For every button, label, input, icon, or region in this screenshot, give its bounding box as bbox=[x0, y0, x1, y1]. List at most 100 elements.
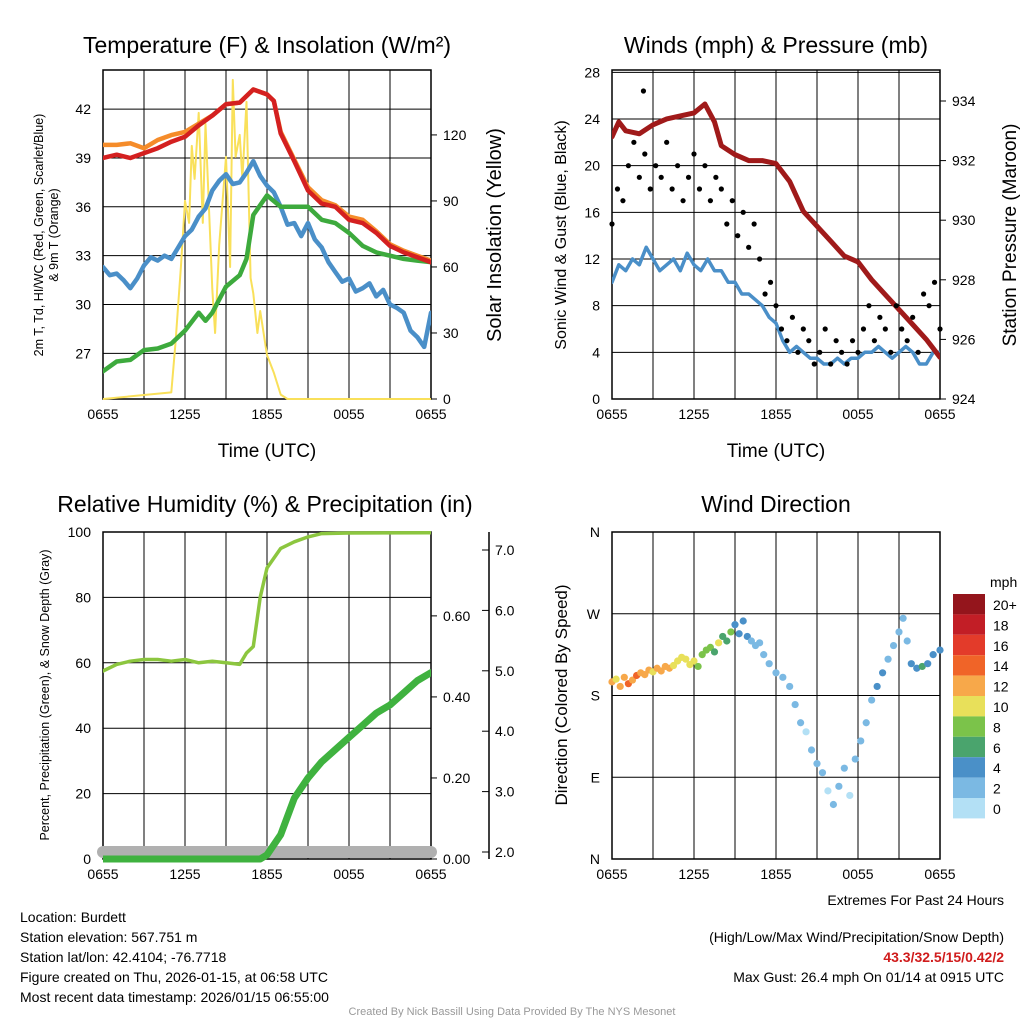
x-tick-label: 0655 bbox=[415, 866, 446, 882]
legend-label: 18 bbox=[993, 617, 1009, 633]
created-text: Figure created on Thu, 2026-01-15, at 06… bbox=[20, 969, 328, 985]
wind-direction-point bbox=[851, 755, 859, 763]
gust-point bbox=[751, 221, 757, 227]
wind-direction-point bbox=[616, 682, 624, 691]
x-tick-label: 0055 bbox=[842, 406, 873, 422]
x-tick-label: 1255 bbox=[169, 866, 200, 882]
gust-point bbox=[931, 279, 938, 285]
legend-swatch bbox=[953, 798, 985, 819]
y-right2-tick-label: 3.0 bbox=[495, 784, 515, 800]
legend-label: 8 bbox=[993, 719, 1001, 735]
legend-swatch bbox=[953, 594, 985, 615]
extremes-values: 43.3/32.5/15/0.42/2 bbox=[883, 949, 1004, 965]
solar-insolation-line bbox=[103, 78, 431, 400]
gust-point bbox=[724, 221, 730, 227]
latlon-text: Station lat/lon: 42.4104; -76.7718 bbox=[20, 949, 227, 965]
legend-swatch bbox=[953, 736, 985, 758]
plot-frame bbox=[102, 531, 432, 860]
chart-title: Wind Direction bbox=[701, 491, 851, 517]
x-tick-label: 1855 bbox=[251, 866, 282, 882]
wind-direction-point bbox=[846, 791, 854, 800]
gust-point bbox=[817, 349, 823, 355]
wind-direction-point bbox=[731, 621, 739, 629]
legend-label: 12 bbox=[993, 679, 1009, 695]
y-right-tick-label: 930 bbox=[952, 212, 976, 228]
legend-title: mph bbox=[990, 574, 1017, 590]
y-right2-tick-label: 2.0 bbox=[495, 844, 515, 860]
relative-humidity-line bbox=[103, 530, 431, 673]
wind-direction-point bbox=[884, 655, 892, 663]
gust-point bbox=[642, 151, 648, 157]
y-tick-label: 42 bbox=[75, 101, 91, 117]
gust-point bbox=[675, 163, 681, 169]
gust-point bbox=[833, 338, 839, 344]
wind-direction-point bbox=[873, 682, 881, 691]
gust-point bbox=[653, 163, 659, 169]
gust-point bbox=[620, 198, 626, 204]
gust-point bbox=[844, 361, 850, 367]
wind-direction-point bbox=[913, 664, 921, 672]
gust-point bbox=[664, 139, 670, 145]
wind-direction-point bbox=[879, 669, 887, 677]
wind-direction-point bbox=[723, 637, 731, 645]
recent-data-text: Most recent data timestamp: 2026/01/15 0… bbox=[20, 989, 329, 1005]
y-axis-label: Direction (Colored By Speed) bbox=[552, 584, 571, 805]
y-tick-label: 36 bbox=[75, 199, 91, 215]
credit-footer: Created By Nick Bassill Using Data Provi… bbox=[348, 1006, 676, 1018]
y-axis-label: Percent, Precipitation (Green), & Snow D… bbox=[38, 549, 52, 840]
gust-point bbox=[921, 291, 927, 297]
wind-direction-point bbox=[929, 651, 937, 659]
gust-point bbox=[707, 198, 714, 204]
y-right-tick-label: 0.20 bbox=[443, 770, 470, 786]
gust-point bbox=[839, 349, 845, 355]
y-tick-label: 4 bbox=[592, 344, 600, 360]
y-tick-label: 12 bbox=[584, 251, 600, 267]
y-tick-label: 8 bbox=[592, 298, 600, 314]
x-tick-label: 1855 bbox=[760, 406, 791, 422]
x-axis-label: Time (UTC) bbox=[727, 441, 826, 462]
gust-point bbox=[904, 338, 910, 344]
gust-point bbox=[740, 209, 746, 215]
legend-swatch bbox=[953, 675, 985, 696]
legend-label: 14 bbox=[993, 658, 1009, 674]
sonic-wind-line bbox=[612, 245, 940, 366]
max-gust-text: Max Gust: 26.4 mph On 01/14 at 0915 UTC bbox=[733, 969, 1004, 985]
gust-point bbox=[762, 291, 768, 297]
chart-title: Relative Humidity (%) & Precipitation (i… bbox=[57, 491, 472, 517]
wind-direction-point bbox=[818, 769, 827, 777]
gust-point bbox=[877, 314, 883, 320]
wind-direction-point bbox=[779, 673, 787, 681]
gust-point bbox=[735, 233, 741, 239]
wind-direction-point bbox=[829, 800, 838, 809]
wind-direction-point bbox=[727, 628, 735, 636]
wind-direction-point bbox=[756, 639, 764, 647]
dewpoint-line bbox=[103, 193, 431, 374]
gust-point bbox=[691, 151, 697, 157]
x-tick-label: 1255 bbox=[169, 406, 200, 422]
plot-frame bbox=[611, 531, 941, 860]
gust-point bbox=[702, 163, 708, 169]
location-text: Location: Burdett bbox=[20, 909, 126, 925]
x-tick-label: 1255 bbox=[678, 866, 709, 882]
y-right-tick-label: 0.00 bbox=[443, 851, 470, 867]
y-right2-tick-label: 4.0 bbox=[495, 723, 515, 739]
y-tick-label: 28 bbox=[584, 64, 600, 80]
y-tick-label: 20 bbox=[584, 158, 600, 174]
station-info: Location: Burdett Station elevation: 567… bbox=[20, 907, 329, 1007]
gust-point bbox=[849, 338, 856, 344]
y-right-tick-label: 932 bbox=[952, 153, 976, 169]
gust-point bbox=[882, 326, 888, 332]
y-right-tick-label: 0.40 bbox=[443, 689, 470, 705]
gust-point bbox=[636, 174, 642, 180]
y-tick-label: N bbox=[590, 524, 600, 540]
y-tick-label: E bbox=[591, 769, 600, 785]
gust-point bbox=[640, 88, 647, 94]
gust-point bbox=[888, 349, 894, 355]
legend-label: 4 bbox=[993, 760, 1001, 776]
legend-label: 2 bbox=[993, 781, 1001, 797]
x-tick-label: 0655 bbox=[596, 866, 627, 882]
y-tick-label: 80 bbox=[75, 589, 91, 605]
gust-point bbox=[685, 174, 692, 180]
